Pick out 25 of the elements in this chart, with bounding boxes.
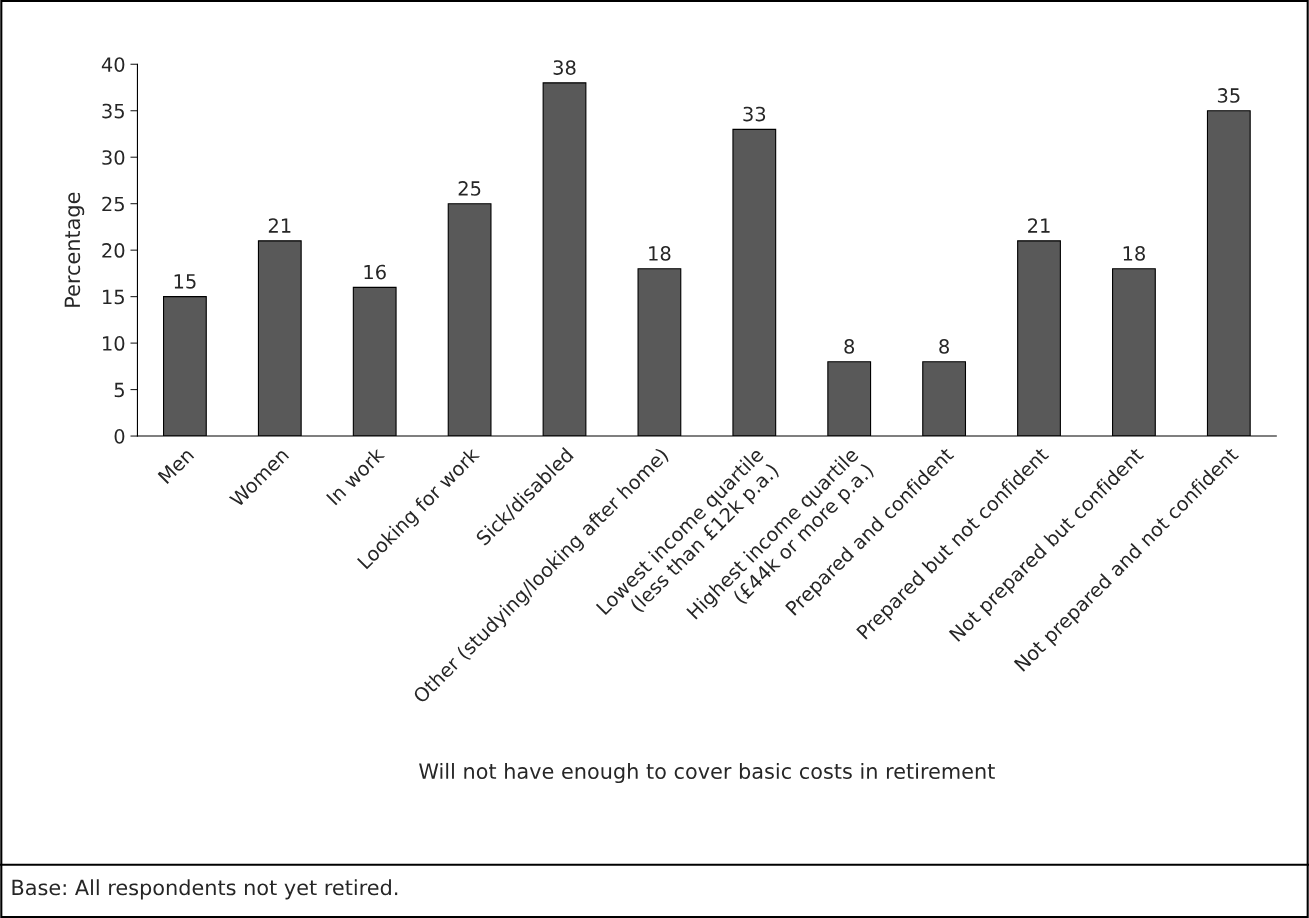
y-axis-title: Percentage — [64, 192, 85, 307]
data-label: 21 — [1028, 218, 1050, 233]
data-label: 18 — [1123, 246, 1145, 261]
y-tick-label: 10 — [103, 336, 125, 351]
data-label: 38 — [553, 60, 576, 75]
y-tick-label: 25 — [102, 196, 124, 212]
data-label: 8 — [939, 339, 949, 354]
y-tick-label: 5 — [114, 382, 124, 398]
data-label: 15 — [174, 274, 196, 289]
y-tick-label: 20 — [102, 243, 125, 258]
data-label: 21 — [268, 218, 291, 233]
data-label: 16 — [364, 264, 386, 280]
y-tick-label: 40 — [101, 57, 125, 72]
data-label: 25 — [458, 181, 481, 196]
y-tick-label: 35 — [102, 103, 124, 119]
y-tick-label: 15 — [103, 289, 124, 305]
x-tick-label: Men — [157, 447, 195, 485]
data-label: 18 — [649, 246, 671, 261]
data-label: 33 — [743, 106, 766, 122]
data-label: 35 — [1217, 88, 1240, 103]
x-axis-title: Will not have enough to cover basic costs in retirement — [419, 762, 995, 784]
data-label: 8 — [844, 339, 855, 354]
y-tick-label: 0 — [114, 429, 125, 444]
text: Base: All respondents not yet retired. — [12, 879, 398, 900]
y-tick-label: 30 — [102, 150, 125, 165]
